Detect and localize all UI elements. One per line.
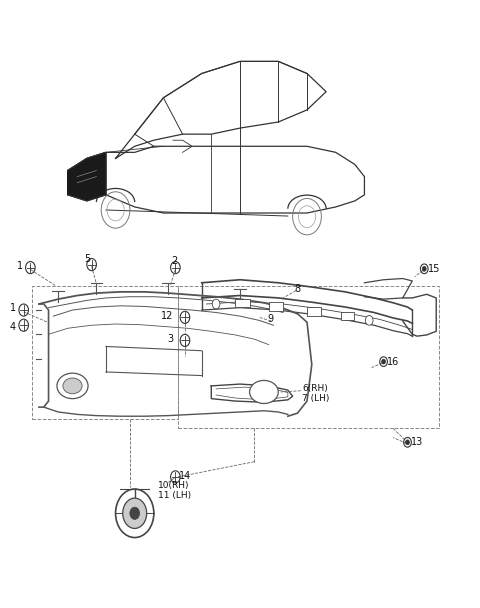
Bar — [307, 307, 322, 316]
Text: 16: 16 — [387, 357, 400, 367]
Text: 9: 9 — [267, 314, 274, 324]
Bar — [178, 286, 439, 429]
Text: 5: 5 — [84, 254, 90, 263]
Text: 8: 8 — [294, 284, 300, 294]
Bar — [340, 312, 354, 320]
Text: 13: 13 — [411, 437, 423, 447]
Ellipse shape — [57, 373, 88, 399]
Circle shape — [382, 359, 385, 364]
Text: 11 (LH): 11 (LH) — [157, 491, 191, 500]
Bar — [32, 286, 178, 420]
Circle shape — [212, 299, 220, 309]
Ellipse shape — [63, 378, 82, 394]
Bar — [269, 302, 283, 311]
Circle shape — [422, 266, 426, 271]
Ellipse shape — [250, 381, 278, 404]
Text: 4: 4 — [10, 322, 16, 332]
Polygon shape — [68, 153, 106, 201]
Text: 3: 3 — [167, 334, 173, 344]
Circle shape — [123, 498, 147, 528]
Text: 15: 15 — [428, 264, 441, 274]
Text: 1: 1 — [10, 303, 16, 313]
Text: 12: 12 — [161, 311, 173, 320]
Text: 7 (LH): 7 (LH) — [302, 393, 330, 402]
Text: 1: 1 — [17, 261, 23, 271]
Circle shape — [365, 316, 373, 325]
Text: 14: 14 — [179, 471, 192, 481]
Circle shape — [406, 440, 409, 444]
Text: 10(RH): 10(RH) — [157, 482, 189, 491]
Text: 2: 2 — [171, 256, 177, 266]
Text: 6(RH): 6(RH) — [302, 384, 328, 393]
Circle shape — [130, 507, 140, 519]
Bar — [235, 299, 250, 307]
